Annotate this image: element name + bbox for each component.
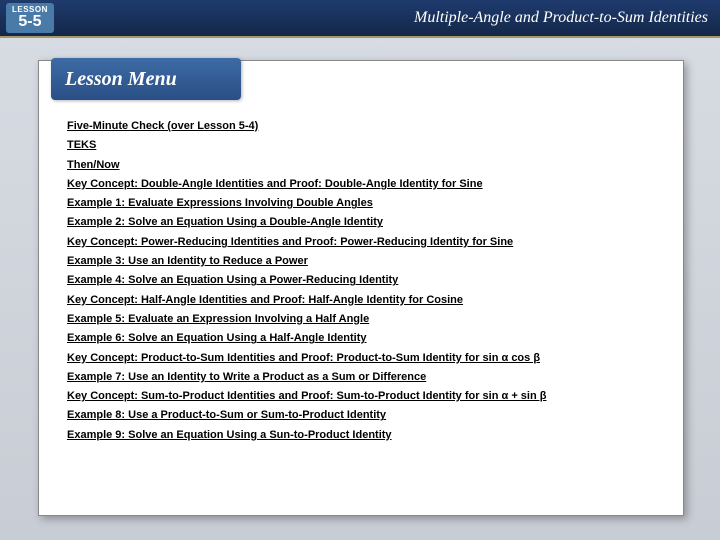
menu-tab-label: Lesson Menu bbox=[65, 68, 177, 91]
menu-item[interactable]: Example 4: Solve an Equation Using a Pow… bbox=[67, 273, 663, 287]
menu-item[interactable]: Key Concept: Power-Reducing Identities a… bbox=[67, 235, 663, 249]
lesson-badge: LESSON 5-5 bbox=[6, 3, 54, 33]
menu-item[interactable]: Example 6: Solve an Equation Using a Hal… bbox=[67, 331, 663, 345]
lesson-number: 5-5 bbox=[18, 14, 41, 30]
menu-list: Five-Minute Check (over Lesson 5-4) TEKS… bbox=[67, 119, 663, 442]
content-card: Lesson Menu Five-Minute Check (over Less… bbox=[38, 60, 684, 516]
menu-item[interactable]: Example 5: Evaluate an Expression Involv… bbox=[67, 312, 663, 326]
page-title: Multiple-Angle and Product-to-Sum Identi… bbox=[414, 9, 708, 27]
menu-item[interactable]: Key Concept: Product-to-Sum Identities a… bbox=[67, 351, 663, 365]
menu-item[interactable]: Key Concept: Double-Angle Identities and… bbox=[67, 177, 663, 191]
menu-item[interactable]: Example 1: Evaluate Expressions Involvin… bbox=[67, 196, 663, 210]
menu-item[interactable]: TEKS bbox=[67, 138, 663, 152]
menu-item[interactable]: Then/Now bbox=[67, 158, 663, 172]
header-bar: LESSON 5-5 Multiple-Angle and Product-to… bbox=[0, 0, 720, 38]
menu-item[interactable]: Example 8: Use a Product-to-Sum or Sum-t… bbox=[67, 408, 663, 422]
menu-item[interactable]: Key Concept: Sum-to-Product Identities a… bbox=[67, 389, 663, 403]
lesson-badge-box: LESSON 5-5 bbox=[6, 3, 54, 33]
menu-item[interactable]: Example 3: Use an Identity to Reduce a P… bbox=[67, 254, 663, 268]
menu-item[interactable]: Five-Minute Check (over Lesson 5-4) bbox=[67, 119, 663, 133]
menu-item[interactable]: Example 2: Solve an Equation Using a Dou… bbox=[67, 215, 663, 229]
menu-item[interactable]: Key Concept: Half-Angle Identities and P… bbox=[67, 293, 663, 307]
menu-tab: Lesson Menu bbox=[51, 58, 241, 100]
menu-item[interactable]: Example 7: Use an Identity to Write a Pr… bbox=[67, 370, 663, 384]
menu-item[interactable]: Example 9: Solve an Equation Using a Sun… bbox=[67, 428, 663, 442]
